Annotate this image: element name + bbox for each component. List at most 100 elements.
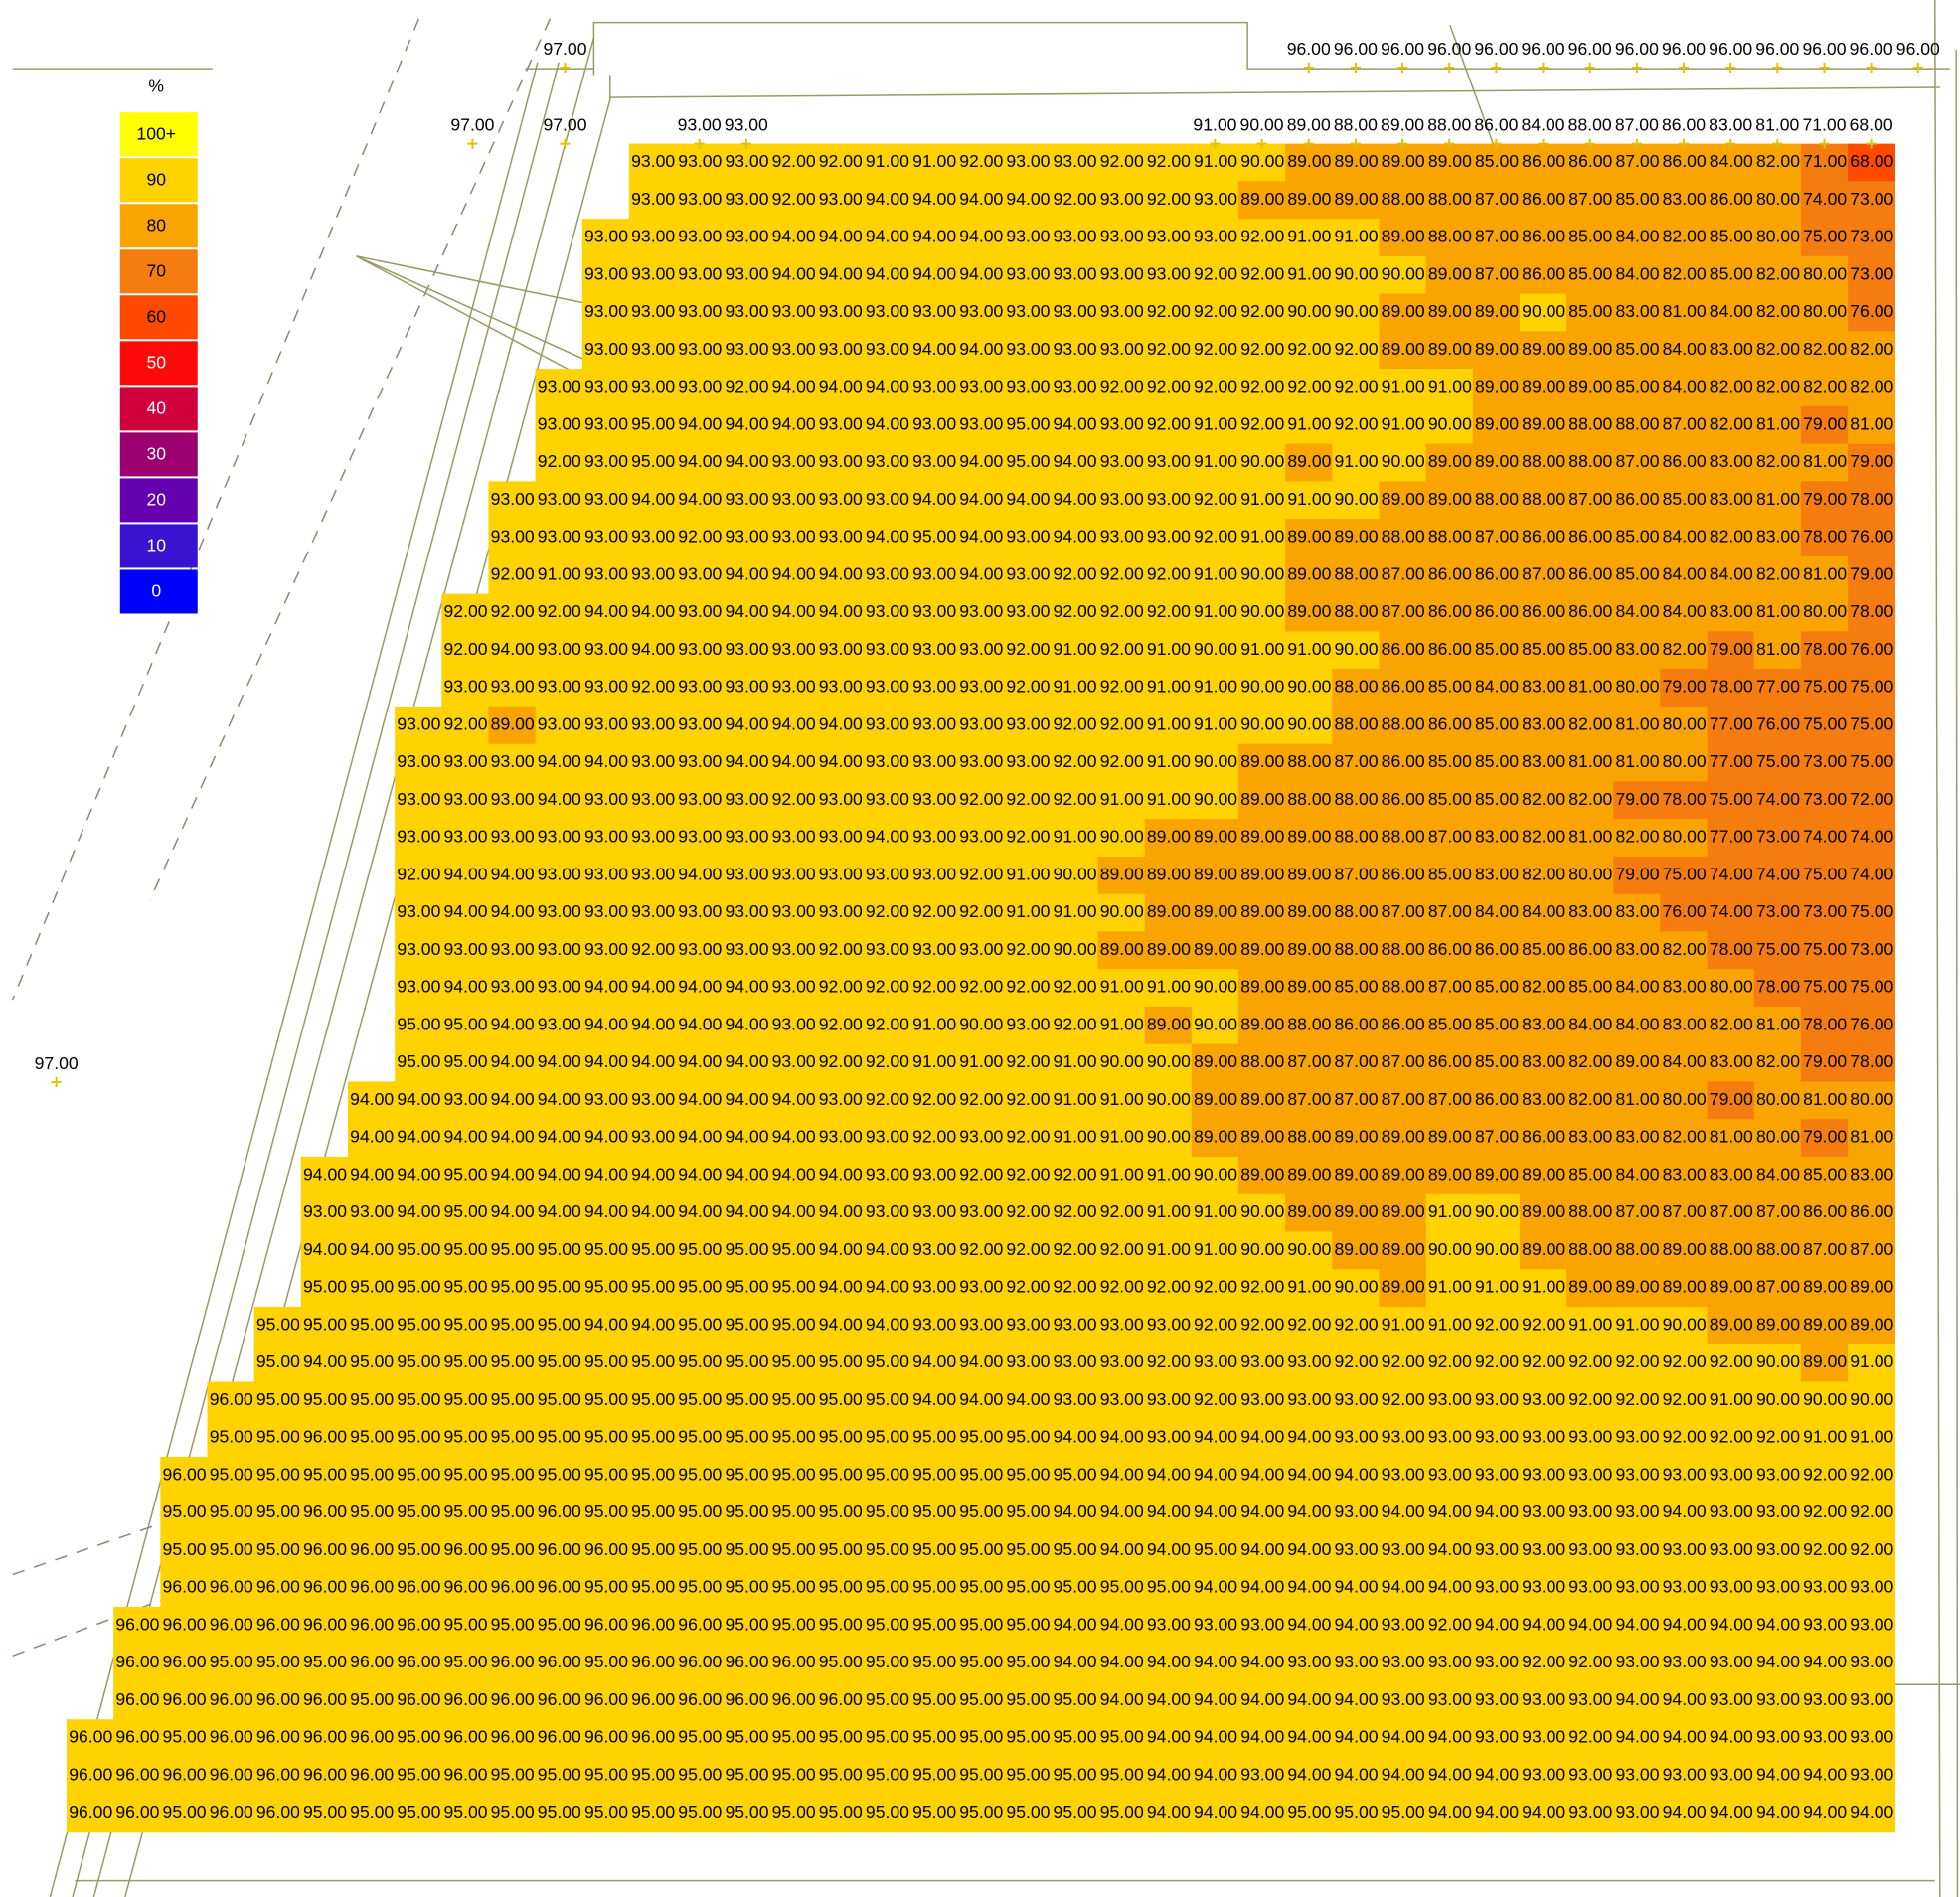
cell-label: 93.00 bbox=[959, 601, 1003, 621]
cell-label: 93.00 bbox=[631, 901, 675, 921]
cell-label: 79.00 bbox=[1615, 789, 1659, 809]
cell-label: 94.00 bbox=[912, 263, 956, 283]
cell-label: 95.00 bbox=[866, 1652, 909, 1671]
cell-label: 93.00 bbox=[444, 789, 488, 809]
cell-label: 93.00 bbox=[819, 301, 863, 321]
cell-label: 95.00 bbox=[303, 1314, 347, 1334]
cell-label: 91.00 bbox=[1100, 1164, 1144, 1184]
cell-label: 96.00 bbox=[303, 1727, 347, 1747]
cell-label: 93.00 bbox=[819, 489, 863, 509]
cell-label: 95.00 bbox=[959, 1614, 1003, 1634]
cell-label: 81.00 bbox=[1615, 1089, 1659, 1109]
cell-label: 95.00 bbox=[912, 1427, 956, 1447]
point-label: 97.00 bbox=[543, 39, 586, 59]
cell-label: 73.00 bbox=[1803, 789, 1847, 809]
cell-label: 88.00 bbox=[1335, 789, 1379, 809]
cell-label: 94.00 bbox=[1194, 1652, 1237, 1671]
cell-label: 95.00 bbox=[397, 1502, 440, 1521]
cell-label: 93.00 bbox=[1006, 751, 1050, 771]
cell-label: 95.00 bbox=[256, 1539, 300, 1559]
chart: % 100+908070605040302010093.0093.0093.00… bbox=[0, 0, 1960, 1897]
cell-label: 92.00 bbox=[1006, 1051, 1050, 1071]
cell-label: 89.00 bbox=[1287, 601, 1331, 621]
point-label: 96.00 bbox=[1662, 39, 1706, 59]
cell-label: 75.00 bbox=[1756, 939, 1800, 959]
cell-label: 94.00 bbox=[631, 1051, 675, 1071]
cell-label: 89.00 bbox=[1382, 1127, 1425, 1147]
cell-label: 95.00 bbox=[725, 1727, 768, 1747]
cell-label: 94.00 bbox=[1240, 1689, 1284, 1709]
cell-label: 94.00 bbox=[631, 1164, 675, 1184]
cell-label: 93.00 bbox=[1054, 263, 1097, 283]
cell-label: 96.00 bbox=[210, 1389, 253, 1409]
cell-label: 93.00 bbox=[1147, 489, 1191, 509]
cell-label: 95.00 bbox=[1100, 1727, 1144, 1747]
cell-label: 93.00 bbox=[912, 601, 956, 621]
cell-label: 83.00 bbox=[1522, 1051, 1565, 1071]
cell-label: 94.00 bbox=[819, 563, 863, 583]
cell-label: 82.00 bbox=[1710, 377, 1753, 396]
cell-label: 95.00 bbox=[725, 1614, 768, 1634]
cell-label: 93.00 bbox=[1568, 1502, 1612, 1521]
cell-label: 92.00 bbox=[538, 451, 581, 471]
cell-label: 89.00 bbox=[1428, 339, 1472, 359]
cell-label: 94.00 bbox=[1100, 1689, 1144, 1709]
cell-label: 92.00 bbox=[1240, 301, 1284, 321]
cell-label: 93.00 bbox=[1240, 1614, 1284, 1634]
cell-label: 95.00 bbox=[959, 1502, 1003, 1521]
cell-label: 94.00 bbox=[1382, 1577, 1425, 1597]
cell-label: 89.00 bbox=[1382, 1277, 1425, 1297]
legend-label: 50 bbox=[146, 353, 166, 373]
cell-label: 93.00 bbox=[538, 939, 581, 959]
cell-label: 92.00 bbox=[819, 939, 863, 959]
cell-label: 95.00 bbox=[350, 1389, 394, 1409]
cell-label: 93.00 bbox=[1710, 1652, 1753, 1671]
cell-label: 93.00 bbox=[725, 339, 768, 359]
cell-label: 94.00 bbox=[1663, 1689, 1707, 1709]
cell-label: 95.00 bbox=[491, 1614, 535, 1634]
cell-label: 95.00 bbox=[819, 1652, 863, 1671]
cell-label: 92.00 bbox=[1100, 601, 1144, 621]
cell-label: 93.00 bbox=[1382, 1689, 1425, 1709]
cell-label: 95.00 bbox=[866, 1464, 909, 1484]
cell-label: 88.00 bbox=[1335, 677, 1379, 697]
cell-label: 93.00 bbox=[819, 339, 863, 359]
cell-label: 95.00 bbox=[631, 451, 675, 471]
cell-label: 92.00 bbox=[1428, 1614, 1472, 1634]
cell-label: 84.00 bbox=[1615, 1164, 1659, 1184]
cell-label: 79.00 bbox=[1663, 677, 1707, 697]
cell-label: 92.00 bbox=[1006, 1201, 1050, 1221]
cell-label: 93.00 bbox=[1663, 1577, 1707, 1597]
cell-label: 95.00 bbox=[959, 1464, 1003, 1484]
cell-label: 93.00 bbox=[1240, 1351, 1284, 1371]
point-label: 84.00 bbox=[1522, 115, 1565, 135]
cell-label: 95.00 bbox=[772, 1464, 816, 1484]
cell-label: 92.00 bbox=[1194, 301, 1237, 321]
cell-label: 94.00 bbox=[725, 1014, 768, 1033]
cell-label: 92.00 bbox=[1147, 377, 1191, 396]
cell-label: 95.00 bbox=[725, 1802, 768, 1821]
point-marker bbox=[467, 139, 477, 149]
cell-label: 78.00 bbox=[1850, 489, 1893, 509]
cell-label: 92.00 bbox=[1147, 1351, 1191, 1371]
cell-label: 87.00 bbox=[1428, 827, 1472, 847]
cell-label: 93.00 bbox=[584, 1089, 628, 1109]
cell-label: 90.00 bbox=[1194, 1164, 1237, 1184]
cell-label: 93.00 bbox=[538, 527, 581, 547]
point-marker bbox=[1444, 63, 1454, 73]
cell-label: 95.00 bbox=[772, 1314, 816, 1334]
point-label: 87.00 bbox=[1615, 115, 1659, 135]
cell-label: 94.00 bbox=[350, 1239, 394, 1259]
cell-label: 94.00 bbox=[491, 1051, 535, 1071]
cell-label: 95.00 bbox=[1006, 1502, 1050, 1521]
cell-label: 86.00 bbox=[1710, 189, 1753, 209]
cell-label: 93.00 bbox=[1428, 1652, 1472, 1671]
cell-label: 95.00 bbox=[631, 413, 675, 433]
cell-label: 96.00 bbox=[115, 1764, 159, 1784]
cell-label: 93.00 bbox=[631, 377, 675, 396]
cell-label: 87.00 bbox=[1568, 189, 1612, 209]
cell-label: 94.00 bbox=[1194, 1464, 1237, 1484]
cell-label: 87.00 bbox=[1335, 1089, 1379, 1109]
cell-label: 94.00 bbox=[959, 563, 1003, 583]
cell-label: 92.00 bbox=[1006, 939, 1050, 959]
